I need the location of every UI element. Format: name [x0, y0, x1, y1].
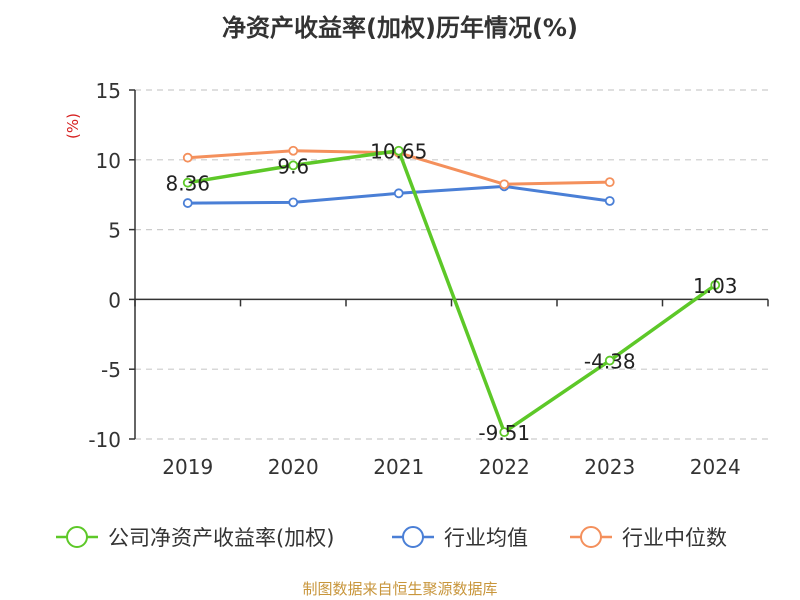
data-point[interactable]	[393, 188, 404, 199]
legend-item[interactable]: 行业均值	[392, 526, 528, 550]
data-point[interactable]	[288, 160, 299, 171]
data-point[interactable]	[288, 197, 299, 208]
y-tick-label: -5	[101, 358, 121, 382]
y-tick-label: 0	[108, 288, 121, 312]
data-point[interactable]	[499, 427, 510, 438]
data-label: 8.36	[165, 172, 210, 196]
data-point[interactable]	[604, 196, 615, 206]
data-point[interactable]	[182, 198, 193, 208]
series-layer	[182, 145, 721, 438]
data-label: 10.65	[370, 140, 427, 164]
chart-title: 净资产收益率(加权)历年情况(%)	[222, 14, 578, 42]
x-tick-label: 2024	[690, 455, 741, 479]
legend-label: 行业均值	[444, 526, 528, 550]
series-line	[187, 148, 717, 434]
legend-label: 行业中位数	[622, 526, 727, 550]
data-point[interactable]	[288, 145, 299, 156]
axis-layer: 15 10 5 0 -5 -10 2019 2020 2021 2022 2023 2024 (%)	[64, 79, 769, 479]
x-tick-label: 2023	[584, 455, 635, 479]
data-label: 1.03	[693, 274, 738, 298]
x-tick-label: 2020	[268, 455, 319, 479]
data-point[interactable]	[604, 177, 615, 188]
y-tick-label: 15	[96, 79, 121, 103]
legend[interactable]: 公司净资产收益率(加权) 行业均值 行业中位数	[56, 526, 727, 550]
data-point[interactable]	[710, 280, 721, 290]
legend-marker	[66, 526, 88, 548]
legend-item[interactable]: 公司净资产收益率(加权)	[56, 526, 334, 550]
data-label: 9.6	[277, 154, 309, 178]
data-label: -9.51	[478, 421, 530, 445]
y-tick-label: 10	[96, 149, 121, 173]
source-note: 制图数据来自恒生聚源数据库	[302, 580, 498, 598]
y-tick-label: 5	[108, 219, 121, 243]
y-tick-label: -10	[88, 428, 121, 452]
data-point[interactable]	[182, 177, 193, 188]
y-axis-label: (%)	[64, 113, 82, 139]
data-point[interactable]	[604, 355, 615, 366]
data-label-layer: 8.36 9.6 10.65 -9.51 -4.38 1.03	[165, 140, 737, 445]
legend-marker	[402, 526, 424, 548]
data-point[interactable]	[393, 145, 404, 156]
x-tick-label: 2022	[479, 455, 530, 479]
data-point[interactable]	[499, 179, 510, 190]
legend-label: 公司净资产收益率(加权)	[108, 526, 334, 550]
legend-marker	[580, 526, 602, 548]
data-point[interactable]	[182, 152, 193, 163]
grid-layer	[135, 89, 768, 440]
data-label: -4.38	[584, 350, 636, 374]
x-tick-label: 2019	[162, 455, 213, 479]
legend-item[interactable]: 行业中位数	[570, 526, 727, 550]
x-tick-label: 2021	[373, 455, 424, 479]
